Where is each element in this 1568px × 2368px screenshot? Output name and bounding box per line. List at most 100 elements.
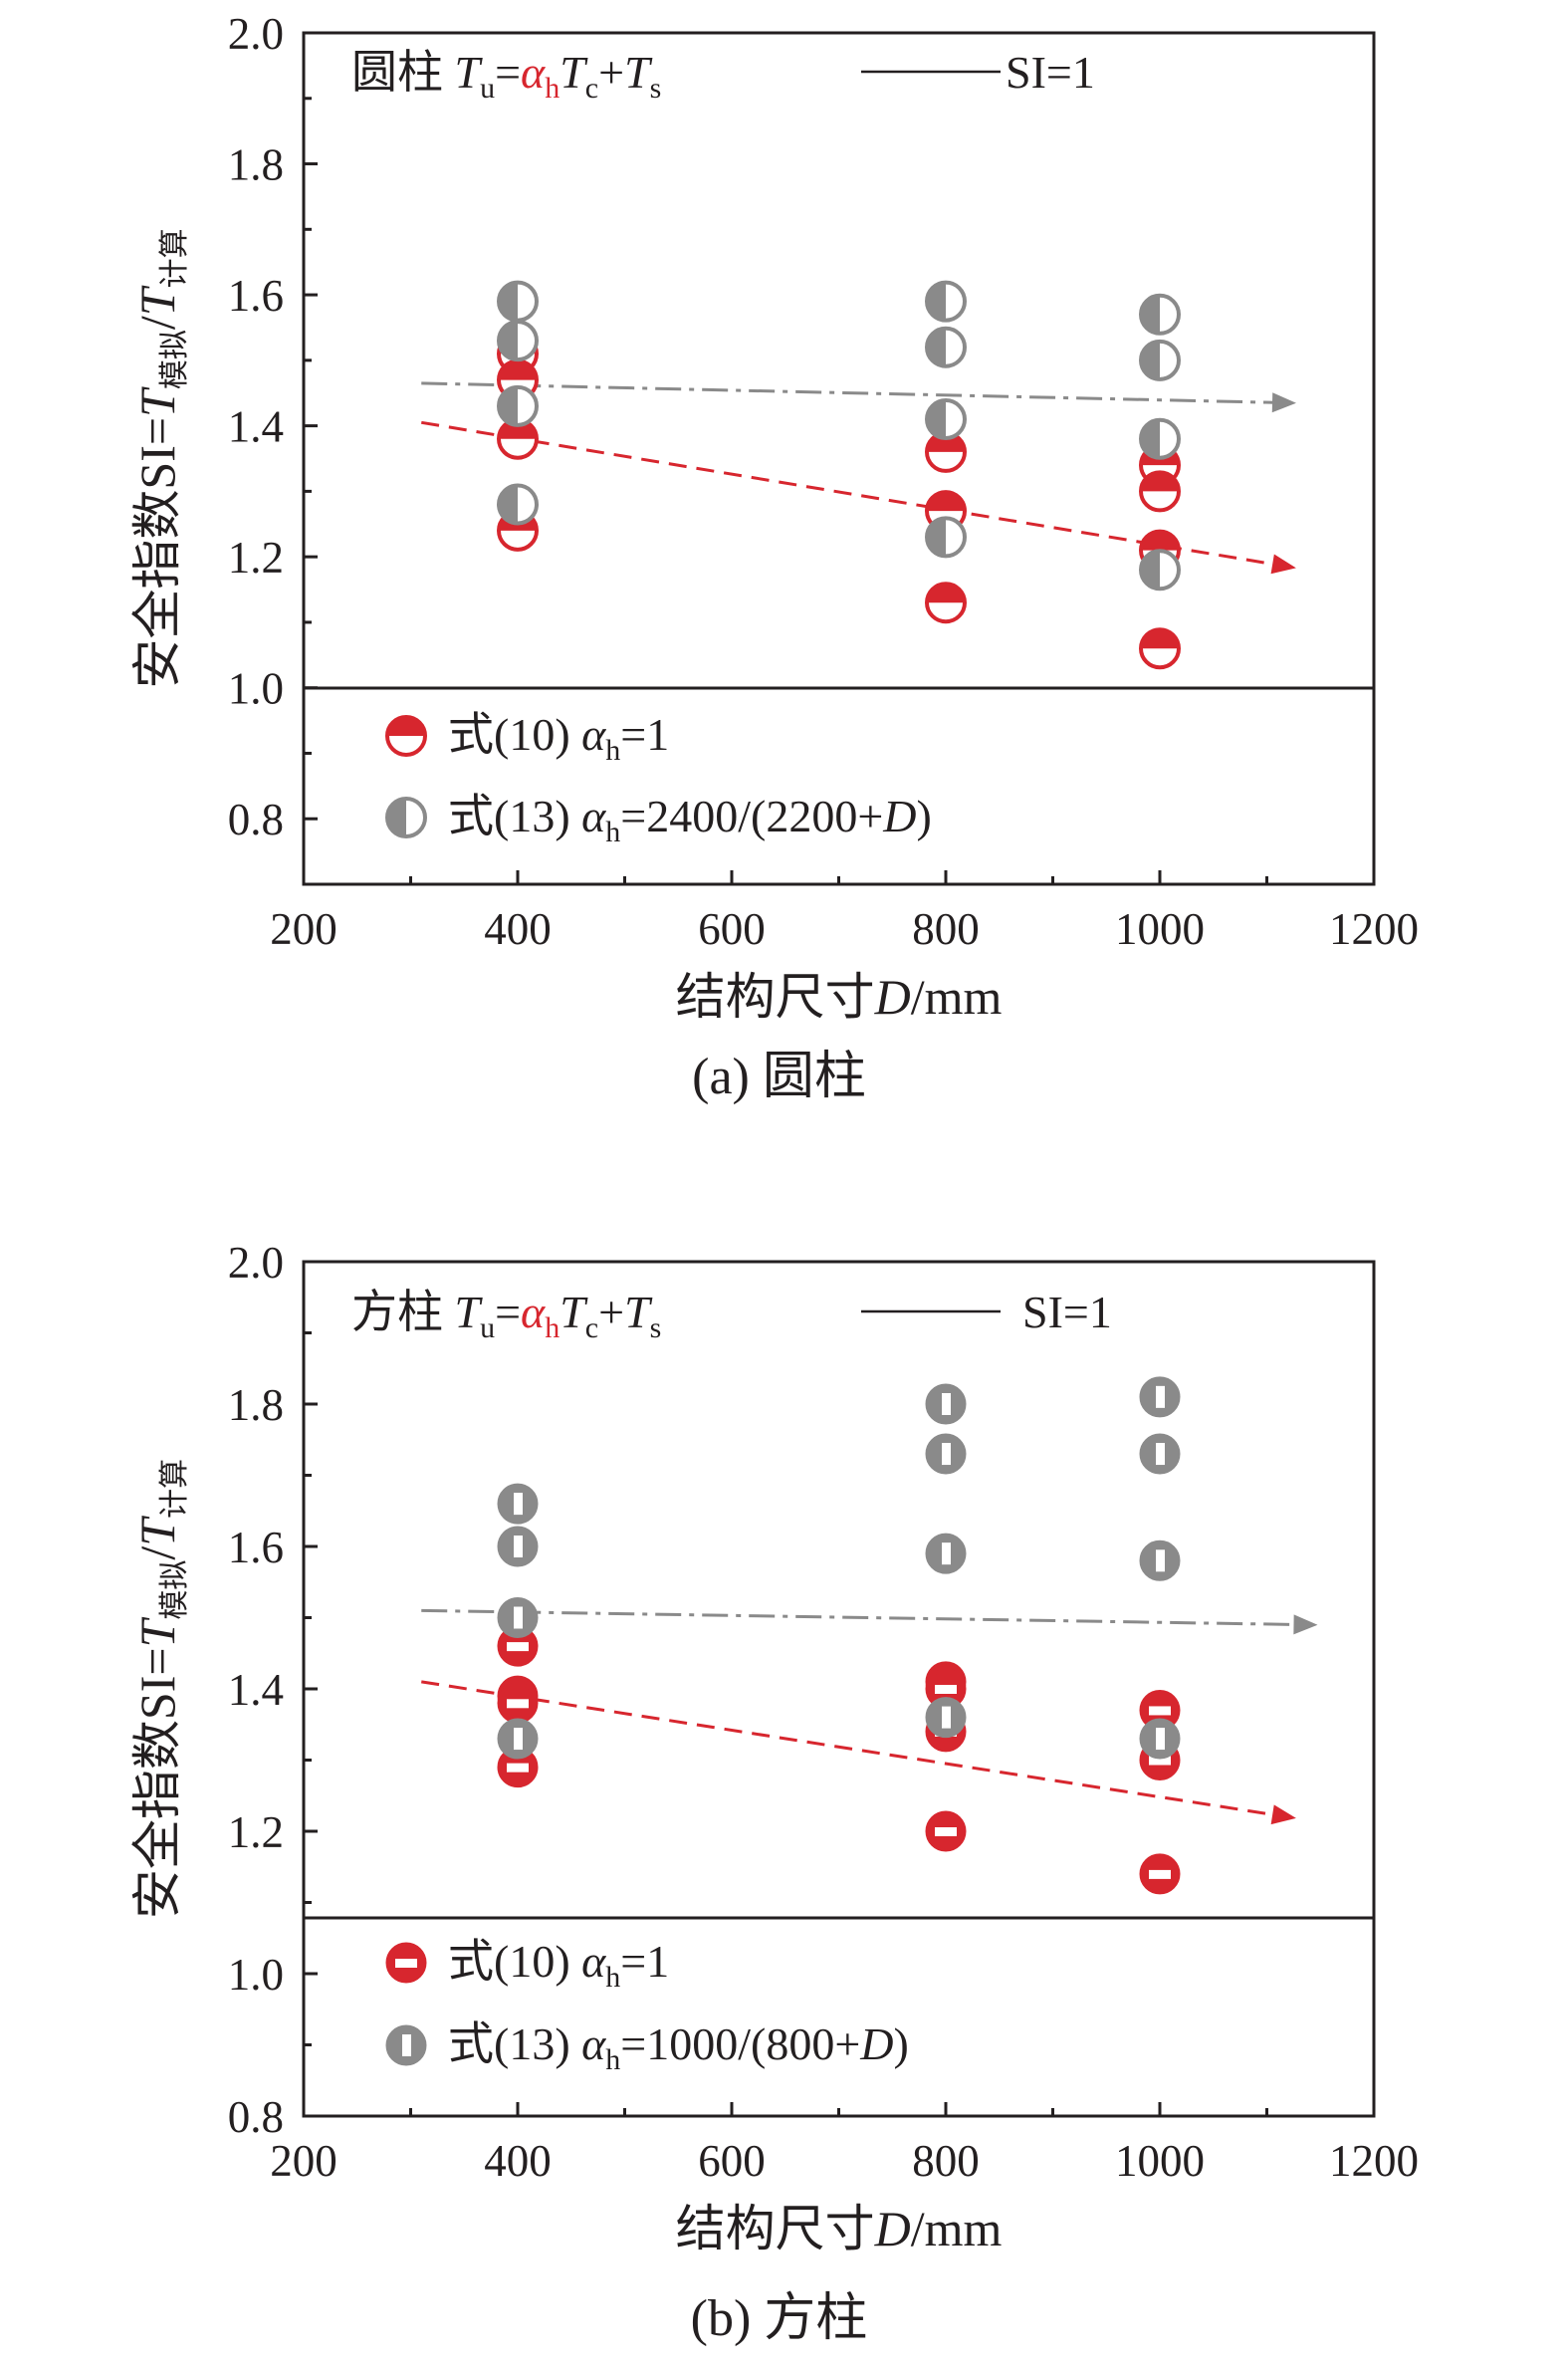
- data-point-gray-a: [1139, 339, 1181, 381]
- data-point-red-a: [1139, 470, 1181, 513]
- data-point-gray-a: [497, 483, 539, 526]
- data-point-gray-b: [1139, 1539, 1181, 1581]
- marker-fill: [927, 492, 965, 512]
- marker-bar: [1156, 1549, 1165, 1572]
- marker-fill: [1141, 551, 1160, 590]
- data-point-gray-b: [1139, 1718, 1181, 1760]
- data-point-gray-b: [497, 1597, 539, 1638]
- trend-arrow-gray-b: [1293, 1614, 1318, 1635]
- marker-fill: [499, 282, 518, 321]
- legend-label-gray-a: 式(13) αh=2400/(2200+D): [448, 791, 932, 848]
- legend-label-gray-b: 式(13) αh=1000/(800+D): [448, 2018, 909, 2076]
- data-point-gray-b: [1139, 1376, 1181, 1418]
- marker-bar: [507, 1699, 529, 1709]
- data-point-gray-b: [925, 1433, 967, 1475]
- plot-marks-a: 0.8 1.0 1.2 1.4 1.6 1.8 2.0 200 400 600 800 1000 120…: [129, 9, 1419, 1105]
- data-point-red-a: [1139, 627, 1181, 670]
- y-tick-label-a: 0.8: [228, 795, 284, 844]
- marker-fill: [1141, 295, 1160, 334]
- marker-fill: [1141, 341, 1160, 379]
- marker-bar: [935, 1827, 957, 1836]
- data-point-gray-a: [1139, 549, 1181, 592]
- y-tick-label-a: 1.4: [228, 402, 284, 452]
- data-point-red-b: [497, 1682, 539, 1724]
- marker-fill: [499, 360, 537, 380]
- trend-arrow-gray-a: [1271, 392, 1296, 413]
- data-point-red-b: [925, 1668, 967, 1710]
- marker-fill: [499, 322, 518, 360]
- y-tick-label-b: 1.0: [228, 1950, 284, 2000]
- y-tick-label-b: 0.8: [228, 2092, 284, 2142]
- marker-fill: [1141, 531, 1179, 551]
- marker-bar: [507, 1642, 529, 1652]
- marker-bar: [935, 1685, 957, 1694]
- marker-bar: [402, 2034, 411, 2056]
- trend-line-red-b: [421, 1680, 1289, 1819]
- y-axis-title-b: 安全指数SI=T模拟/T计算: [129, 1459, 191, 1919]
- marker-bar: [1156, 1385, 1165, 1408]
- x-tick-label-a: 800: [912, 904, 980, 954]
- data-point-gray-a: [497, 384, 539, 427]
- marker-bar: [1149, 1706, 1171, 1716]
- caption-a: (a) 圆柱: [692, 1049, 866, 1105]
- x-axis-title-b: 结构尺寸D/mm: [676, 2201, 1003, 2256]
- marker-fill: [927, 328, 946, 366]
- trend-line-gray-a: [421, 381, 1289, 405]
- y-tick-label-a: 1.2: [228, 533, 284, 583]
- legend-label-red-a: 式(10) αh=1: [448, 709, 669, 767]
- data-point-gray-a: [925, 326, 967, 368]
- x-tick-label-b: 1000: [1115, 2136, 1205, 2186]
- marker-bar: [514, 1536, 523, 1557]
- x-tick-label-b: 400: [484, 2136, 552, 2186]
- marker-fill: [927, 400, 946, 439]
- marker-bar: [1156, 1443, 1165, 1466]
- x-tick-label-a: 200: [270, 904, 337, 954]
- plot-marks-b: 0.8 1.0 1.2 1.4 1.6 1.8 2.0 200 400 600 800 1000 120…: [129, 1238, 1419, 2347]
- data-point-gray-a: [925, 516, 967, 559]
- y-tick-label-b: 1.2: [228, 1807, 284, 1857]
- marker-fill: [1141, 629, 1179, 649]
- caption-b: (b) 方柱: [691, 2290, 868, 2347]
- data-point-gray-b: [497, 1718, 539, 1760]
- ref-legend-label-a: SI=1: [1006, 47, 1095, 98]
- x-tick-label-b: 1200: [1329, 2136, 1419, 2186]
- data-point-gray-a: [925, 280, 967, 323]
- y-tick-label-b: 2.0: [228, 1238, 284, 1288]
- marker-bar: [395, 1959, 417, 1968]
- y-tick-label-a: 2.0: [228, 9, 284, 59]
- data-point-gray-b: [1139, 1433, 1181, 1475]
- marker-bar: [1156, 1728, 1165, 1751]
- data-point-gray-b: [497, 1526, 539, 1567]
- data-point-red-b: [1139, 1853, 1181, 1895]
- legend-label-red-b: 式(10) αh=1: [448, 1936, 669, 1994]
- y-tick-label-b: 1.8: [228, 1380, 284, 1430]
- marker-bar: [1149, 1756, 1171, 1766]
- data-point-red-a: [925, 582, 967, 624]
- x-tick-label-b: 600: [698, 2136, 766, 2186]
- panel-a: 0.8 1.0 1.2 1.4 1.6 1.8 2.0 200 400 600 800 1000 120…: [129, 9, 1419, 1105]
- y-tick-label-b: 1.6: [228, 1523, 284, 1572]
- trend-arrow-red-a: [1270, 554, 1296, 575]
- marker-bar: [514, 1606, 523, 1629]
- marker-bar: [942, 1393, 951, 1415]
- x-axis-title-a: 结构尺寸D/mm: [676, 969, 1003, 1025]
- data-point-gray-a: [1139, 293, 1181, 336]
- marker-fill: [927, 584, 965, 603]
- legend-marker-gray-a: [385, 797, 427, 838]
- y-tick-label-b: 1.4: [228, 1665, 284, 1715]
- data-point-gray-a: [925, 398, 967, 441]
- x-tick-label-b: 800: [912, 2136, 980, 2186]
- marker-fill: [1141, 472, 1179, 492]
- marker-fill: [927, 518, 946, 557]
- marker-fill: [1141, 419, 1160, 458]
- trend-arrow-red-b: [1270, 1804, 1296, 1825]
- x-tick-label-a: 1200: [1329, 904, 1419, 954]
- legend-marker-red-b: [385, 1942, 427, 1984]
- x-tick-label-a: 1000: [1115, 904, 1205, 954]
- marker-bar: [514, 1493, 523, 1516]
- data-point-gray-b: [925, 1383, 967, 1425]
- legend-marker-gray-b: [385, 2024, 427, 2066]
- x-tick-label-a: 600: [698, 904, 766, 954]
- data-point-gray-a: [497, 320, 539, 362]
